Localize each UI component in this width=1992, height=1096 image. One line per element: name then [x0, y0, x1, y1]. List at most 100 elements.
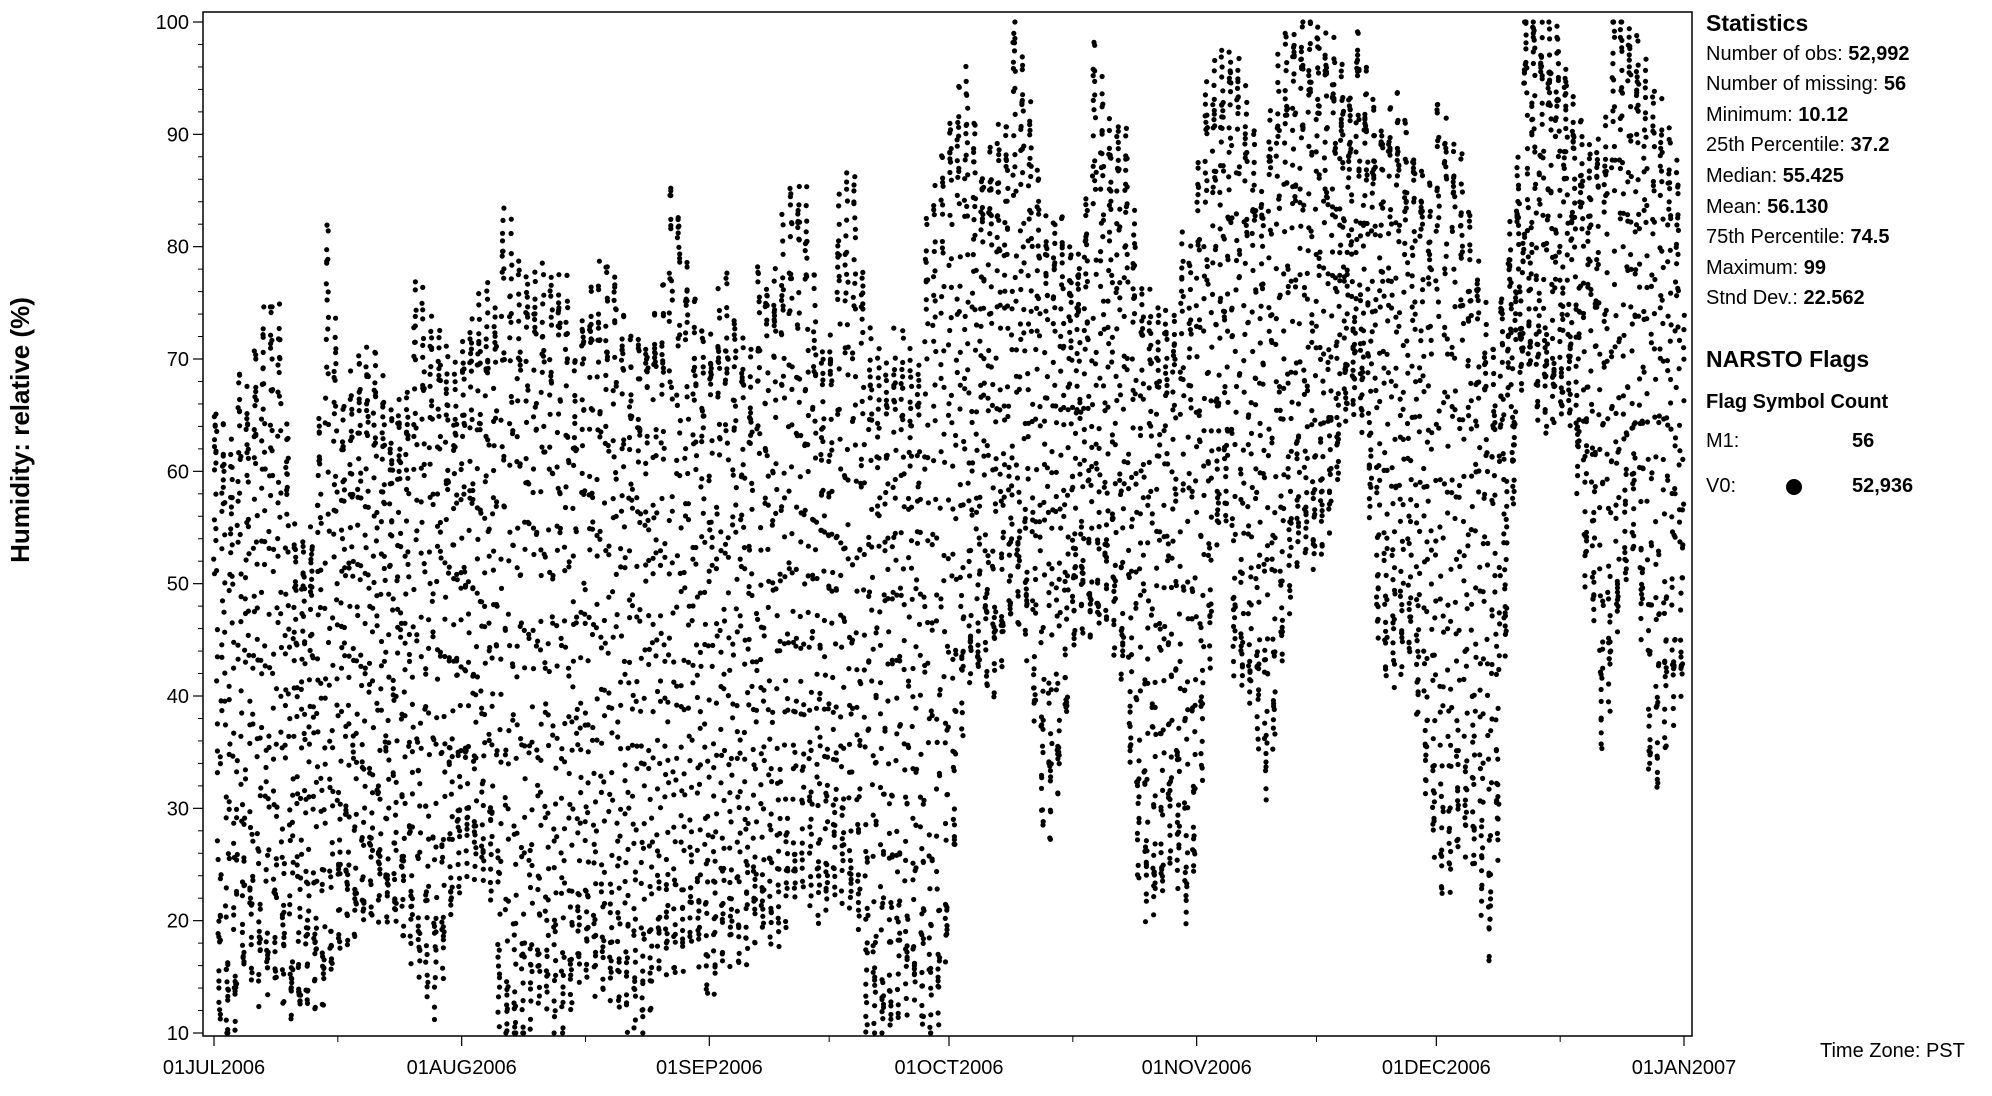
data-point [266, 847, 272, 853]
data-point [794, 504, 800, 510]
data-point [873, 822, 879, 828]
data-point [496, 947, 502, 953]
data-point [476, 291, 482, 297]
data-point [953, 751, 959, 757]
data-point [789, 570, 795, 576]
data-point [488, 866, 494, 872]
data-point [887, 988, 893, 994]
data-point [929, 542, 935, 548]
data-point [803, 203, 809, 209]
data-point [1024, 569, 1030, 575]
data-point [313, 824, 319, 830]
data-point [452, 379, 458, 385]
data-point [856, 794, 862, 800]
data-point [353, 811, 359, 817]
data-point [917, 496, 924, 502]
data-point [728, 906, 735, 912]
data-point [561, 826, 568, 832]
data-point [442, 741, 448, 747]
data-point [560, 915, 566, 921]
data-point [473, 845, 479, 851]
data-point [506, 728, 512, 734]
data-point [522, 546, 528, 552]
data-point [817, 743, 823, 749]
data-point [684, 288, 690, 294]
data-point [531, 311, 537, 317]
data-point [619, 446, 625, 452]
data-point [261, 304, 267, 310]
data-point [610, 438, 616, 444]
data-point [799, 800, 806, 806]
data-point [516, 318, 522, 324]
data-point [427, 580, 433, 587]
data-point [652, 341, 658, 347]
data-point [424, 984, 430, 990]
data-point [985, 408, 991, 414]
data-point [861, 714, 867, 720]
data-point [897, 585, 904, 591]
data-point [339, 645, 345, 651]
data-point [477, 360, 483, 366]
data-point [295, 964, 301, 971]
data-point [939, 238, 946, 245]
data-point [313, 915, 319, 921]
data-point [437, 362, 443, 368]
data-point [677, 418, 684, 424]
data-point [1003, 152, 1009, 158]
data-point [1028, 308, 1034, 314]
data-point [1036, 211, 1042, 217]
data-point [911, 997, 918, 1003]
data-point [488, 888, 494, 894]
data-point [290, 833, 296, 839]
data-point [721, 747, 728, 754]
data-point [796, 202, 802, 208]
data-point [552, 1008, 558, 1014]
data-point [454, 658, 460, 664]
data-point [621, 524, 628, 530]
data-point [905, 916, 911, 922]
data-point [378, 663, 384, 669]
data-point [861, 384, 867, 390]
data-point [378, 686, 384, 692]
data-point [664, 931, 670, 937]
data-point [796, 399, 802, 405]
data-point [781, 355, 787, 361]
data-point [866, 658, 872, 664]
data-point [705, 758, 711, 764]
data-point [585, 924, 591, 931]
data-point [316, 423, 322, 429]
data-point [891, 534, 897, 541]
data-point [873, 933, 879, 939]
data-point [363, 545, 369, 551]
data-point [824, 754, 831, 760]
data-point [914, 540, 921, 546]
data-point [445, 570, 452, 576]
data-point [235, 539, 241, 545]
data-point [291, 629, 297, 635]
data-point [758, 801, 764, 807]
data-point [1020, 108, 1026, 114]
data-point [541, 347, 547, 354]
data-point [592, 993, 598, 999]
data-point [931, 207, 937, 213]
data-point [693, 642, 700, 648]
data-point [618, 746, 624, 752]
data-point [551, 1030, 557, 1036]
data-point [932, 298, 938, 304]
data-point [402, 667, 408, 673]
data-point [571, 368, 577, 374]
data-point [959, 700, 965, 706]
data-point [1012, 68, 1018, 74]
data-point [622, 900, 628, 906]
data-point [798, 539, 804, 545]
data-point [553, 890, 559, 896]
data-point [808, 843, 814, 849]
data-point [429, 403, 435, 409]
data-point [846, 741, 853, 748]
data-point [668, 384, 675, 390]
data-point [568, 972, 574, 978]
data-point [442, 439, 449, 445]
data-point [693, 544, 699, 551]
data-point [758, 547, 764, 553]
data-point [214, 568, 220, 574]
